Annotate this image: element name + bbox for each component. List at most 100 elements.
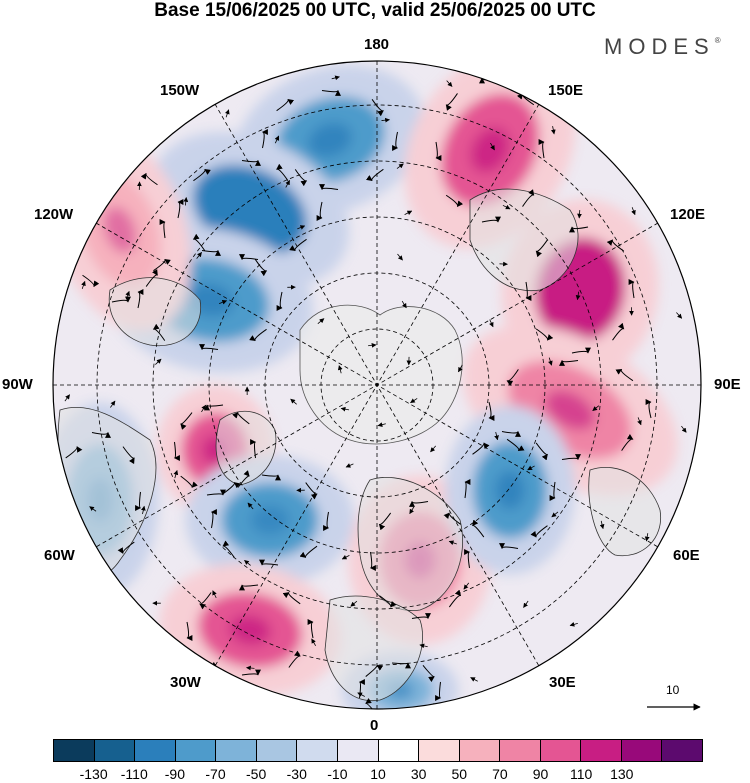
wind-vector (472, 442, 490, 455)
colorbar-tick-label: 90 (532, 766, 549, 782)
wind-vector (499, 543, 519, 550)
wind-vector (549, 481, 556, 501)
wind-vector (464, 549, 471, 569)
colorbar-swatch-15 (662, 740, 702, 761)
colorbar-tick-label: -70 (205, 766, 226, 782)
positive-anomaly-center (561, 269, 599, 311)
wind-vector (571, 347, 591, 354)
wind-vector (311, 638, 317, 646)
wind-vector (159, 219, 166, 239)
wind-vector (299, 545, 318, 558)
wind-vector (561, 454, 581, 461)
wind-vector (379, 595, 397, 608)
wind-vector (82, 173, 95, 191)
wind-vector (282, 592, 301, 605)
colorbar-tick-label: 110 (569, 766, 593, 782)
wind-vector (470, 677, 478, 682)
wind-vector (371, 99, 384, 117)
wind-vector (445, 194, 464, 208)
land-outlines (57, 188, 662, 702)
wind-vector (463, 582, 470, 590)
colorbar-swatch-9 (419, 740, 460, 761)
wind-vector (135, 491, 142, 511)
wind-vector (58, 489, 65, 509)
wind-vector (199, 344, 219, 351)
wind-vector (222, 482, 241, 495)
wind-vector (365, 697, 378, 709)
wind-vector (285, 180, 290, 188)
colorbar-swatch-1 (94, 740, 136, 761)
positive-anomaly-center (229, 614, 271, 646)
wind-vector (137, 289, 144, 309)
wind-vector (523, 600, 529, 608)
wind-vector (109, 157, 129, 164)
colorbar-tick-label: -110 (120, 766, 148, 782)
wind-vector (180, 475, 198, 488)
colorbar-swatch-4 (216, 740, 257, 761)
colorbar-swatch-11 (500, 740, 541, 761)
wind-vector (357, 692, 365, 697)
lon-label-120w: 120W (34, 206, 74, 223)
wind-vector (276, 291, 283, 311)
wind-vector (222, 540, 235, 558)
wind-vector (155, 358, 162, 365)
wind-vector (538, 139, 545, 159)
wind-vector (409, 506, 415, 515)
wind-vector (117, 541, 135, 554)
positive-anomaly-center (545, 390, 595, 430)
wind-vector (489, 319, 494, 328)
wind-vector (274, 135, 280, 144)
wind-vector (261, 474, 281, 481)
colorbar-swatch-3 (175, 740, 217, 761)
colorbar-tick-label: 130 (610, 766, 634, 782)
wind-vector (241, 669, 261, 676)
wind-vector (535, 442, 548, 461)
wind-vector (145, 269, 158, 287)
wind-vector (186, 621, 193, 641)
lon-label-60e: 60E (673, 547, 700, 564)
colorbar-tick-label: -90 (164, 766, 185, 782)
wind-vector (232, 412, 250, 425)
wind-vector (559, 359, 579, 366)
wind-vector (305, 482, 318, 500)
wind-vector (631, 207, 636, 216)
colorbar-swatch-8 (378, 740, 420, 761)
wind-vector (490, 142, 495, 151)
wind-vector (247, 502, 254, 510)
wind-vector (419, 643, 428, 649)
colorbar-tick-label: 70 (492, 766, 508, 782)
wind-vector (89, 562, 109, 569)
wind-vector (488, 401, 495, 421)
wind-vectors (58, 75, 687, 709)
colorbar-swatch-0 (54, 740, 95, 761)
wind-vector (259, 559, 279, 566)
colorbar-swatch-12 (540, 740, 582, 761)
wind-vector (530, 525, 548, 538)
wind-vector (525, 281, 532, 301)
lon-label-90w: 90W (2, 376, 33, 393)
negative-anomaly-center (308, 122, 352, 158)
wind-vector (365, 168, 384, 182)
wind-vector (65, 446, 83, 459)
wind-vector (290, 398, 297, 405)
wind-vector (644, 533, 650, 542)
wind-vector (297, 225, 306, 230)
wind-vector (464, 479, 471, 499)
map-boundary (52, 60, 702, 710)
wind-vector (435, 141, 442, 161)
negative-anomaly-center (227, 191, 273, 229)
wind-vector (458, 364, 463, 373)
colorbar-swatch-10 (459, 740, 501, 761)
wind-vector (289, 238, 307, 252)
colorbar-tick-label: -10 (327, 766, 348, 782)
wind-vector (122, 446, 135, 465)
wind-vector (377, 422, 386, 427)
wind-vector (535, 328, 554, 341)
wind-vector (241, 159, 261, 166)
colorbar-swatch-5 (256, 740, 298, 761)
wind-vector (615, 368, 634, 382)
wind-vector (369, 551, 376, 571)
colorbar-swatch-2 (135, 740, 176, 761)
wind-vector (345, 463, 354, 468)
wind-vector (569, 622, 578, 627)
